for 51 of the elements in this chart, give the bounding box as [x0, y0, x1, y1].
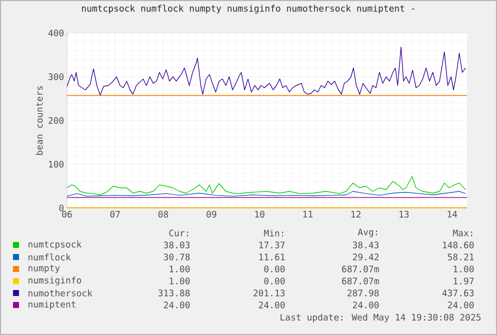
text: 0.00	[264, 278, 285, 284]
x-tick-label: 06	[62, 210, 72, 218]
text: 24.00	[164, 302, 190, 308]
text: 313.88	[158, 290, 190, 296]
legend-label: numothersock	[28, 290, 92, 296]
text: 437.63	[442, 290, 474, 296]
legend-label: numsiginfo	[28, 276, 82, 286]
y-axis-title: bean counters	[36, 86, 43, 155]
text: 38.43	[352, 242, 379, 248]
legend-label: numpty	[28, 264, 60, 274]
text: Last update: Wed May 14 19:30:08 2025	[280, 314, 481, 322]
legend-label: numtcpsock	[28, 240, 82, 250]
text: 58.21	[448, 254, 474, 260]
legend-label: numiptent	[28, 300, 76, 310]
x-tick-label: 14	[448, 210, 458, 218]
x-tick-label: 13	[400, 210, 409, 218]
x-tick-label: 12	[351, 210, 360, 218]
text: Min:	[264, 230, 284, 236]
y-tick-label: 200	[48, 117, 64, 124]
x-tick-label: 08	[158, 210, 168, 218]
y-tick-label: 400	[48, 30, 64, 36]
y-tick-label: 100	[49, 160, 64, 168]
text: 38.03	[164, 242, 190, 248]
chart-title: numtcpsock numflock numpty numsiginfo numothersock numiptent -	[82, 4, 414, 14]
text: Max:	[453, 230, 472, 236]
text: 287.98	[348, 290, 379, 296]
y-tick-label: 0	[59, 204, 64, 212]
text: 148.60	[442, 242, 474, 248]
text: 29.42	[352, 254, 379, 260]
text: 30.78	[164, 254, 190, 260]
x-tick-label: 11	[303, 210, 312, 218]
text: 24.00	[258, 302, 285, 308]
x-tick-label: 10	[255, 210, 264, 218]
text: 1.00	[454, 266, 474, 272]
text: 1.00	[170, 278, 190, 284]
x-tick-label: 07	[110, 210, 120, 218]
text: 24.00	[448, 302, 474, 308]
text: Avg:	[358, 228, 378, 238]
text: 1.00	[170, 266, 190, 272]
text: Cur:	[169, 230, 188, 236]
text: 17.37	[259, 242, 285, 248]
x-tick-label: 09	[206, 210, 216, 218]
text: 687.07m	[342, 278, 379, 284]
text: 24.00	[352, 302, 379, 308]
text: 201.13	[254, 290, 285, 296]
legend-label: numflock	[28, 254, 71, 260]
y-tick-label: 300	[48, 73, 64, 80]
text: 1.97	[454, 278, 474, 284]
text: 687.07m	[342, 266, 379, 272]
text: 0.00	[264, 266, 285, 272]
text: 11.61	[259, 254, 285, 260]
